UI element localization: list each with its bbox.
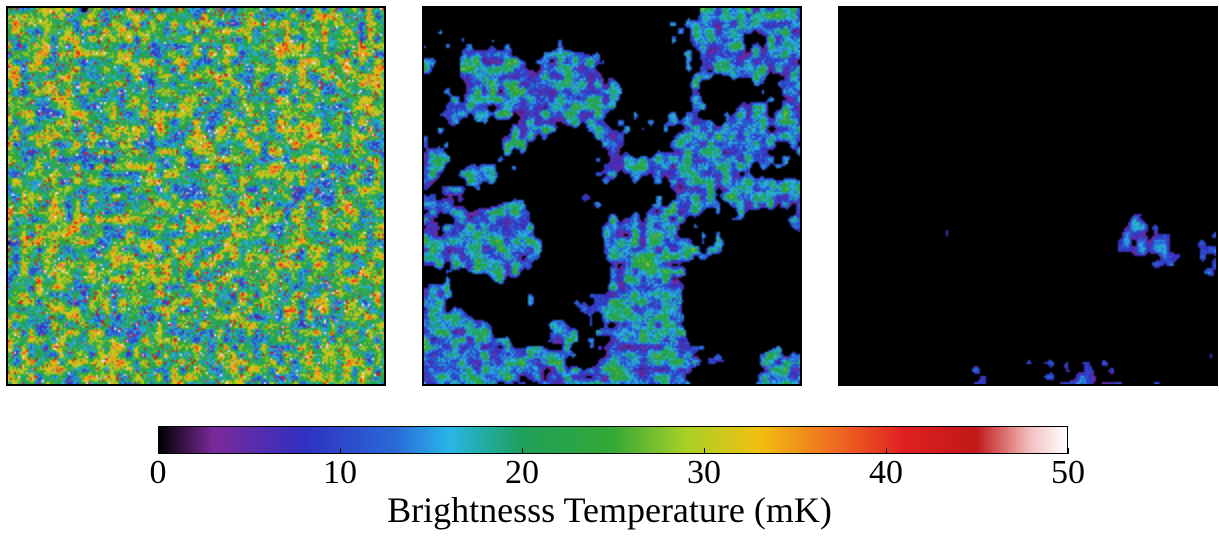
- colorbar-tick-label: 0: [149, 454, 167, 491]
- colorbar-tick-label: 10: [323, 454, 357, 491]
- colorbar-tick-label: 20: [505, 454, 539, 491]
- brightness-map-panel-1: [6, 6, 386, 386]
- colorbar-tick-label: 40: [869, 454, 903, 491]
- heatmap-canvas-2: [424, 8, 800, 384]
- heatmap-canvas-3: [840, 8, 1216, 384]
- colorbar-tick-label: 30: [687, 454, 721, 491]
- heatmap-canvas-1: [8, 8, 384, 384]
- colorbar: [158, 426, 1068, 454]
- colorbar-tick-mark: [339, 448, 341, 454]
- brightness-map-panel-2: [422, 6, 802, 386]
- colorbar-tick-mark: [157, 448, 159, 454]
- colorbar-tick-label: 50: [1051, 454, 1085, 491]
- colorbar-tick-mark: [703, 448, 705, 454]
- colorbar-label: Brightnesss Temperature (mK): [387, 490, 832, 530]
- brightness-map-panel-3: [838, 6, 1218, 386]
- colorbar-tick-mark: [521, 448, 523, 454]
- colorbar-tick-mark: [885, 448, 887, 454]
- colorbar-tick-mark: [1067, 448, 1069, 454]
